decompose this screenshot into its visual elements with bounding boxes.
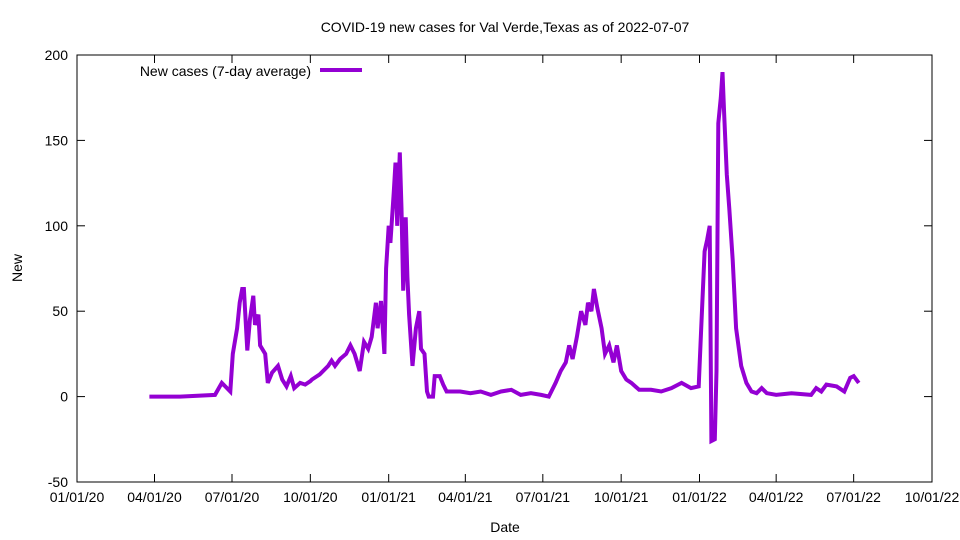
x-tick-label: 07/01/21 xyxy=(516,489,571,505)
y-tick-label: -50 xyxy=(48,474,68,490)
x-tick-label: 10/01/20 xyxy=(283,489,338,505)
legend-label: New cases (7-day average) xyxy=(140,63,311,79)
y-tick-label: 50 xyxy=(52,303,68,319)
x-tick-label: 01/01/21 xyxy=(361,489,416,505)
x-tick-label: 10/01/21 xyxy=(594,489,649,505)
x-tick-label: 01/01/20 xyxy=(50,489,105,505)
series-line xyxy=(149,71,861,445)
x-tick-label: 07/01/20 xyxy=(205,489,260,505)
y-tick-label: 150 xyxy=(45,132,69,148)
x-axis: 01/01/20 04/01/20 07/01/20 10/01/20 01/01/21… xyxy=(50,55,960,505)
series-layer xyxy=(149,71,861,445)
x-tick-label: 07/01/22 xyxy=(826,489,881,505)
y-tick-label: 200 xyxy=(45,47,69,63)
x-axis-label: Date xyxy=(490,519,520,535)
plot-frame xyxy=(76,54,933,483)
chart-title: COVID-19 new cases for Val Verde,Texas a… xyxy=(321,19,690,35)
y-axis-label: New xyxy=(9,253,25,282)
x-tick-label: 10/01/22 xyxy=(905,489,960,505)
y-tick-label: 0 xyxy=(60,389,68,405)
x-tick-label: 04/01/21 xyxy=(438,489,493,505)
x-tick-label: 04/01/20 xyxy=(127,489,182,505)
y-tick-label: 100 xyxy=(45,218,69,234)
x-tick-label: 01/01/22 xyxy=(672,489,727,505)
legend: New cases (7-day average) xyxy=(140,63,362,79)
x-tick-label: 04/01/22 xyxy=(749,489,804,505)
y-axis: -50 0 50 100 150 200 xyxy=(45,47,932,490)
